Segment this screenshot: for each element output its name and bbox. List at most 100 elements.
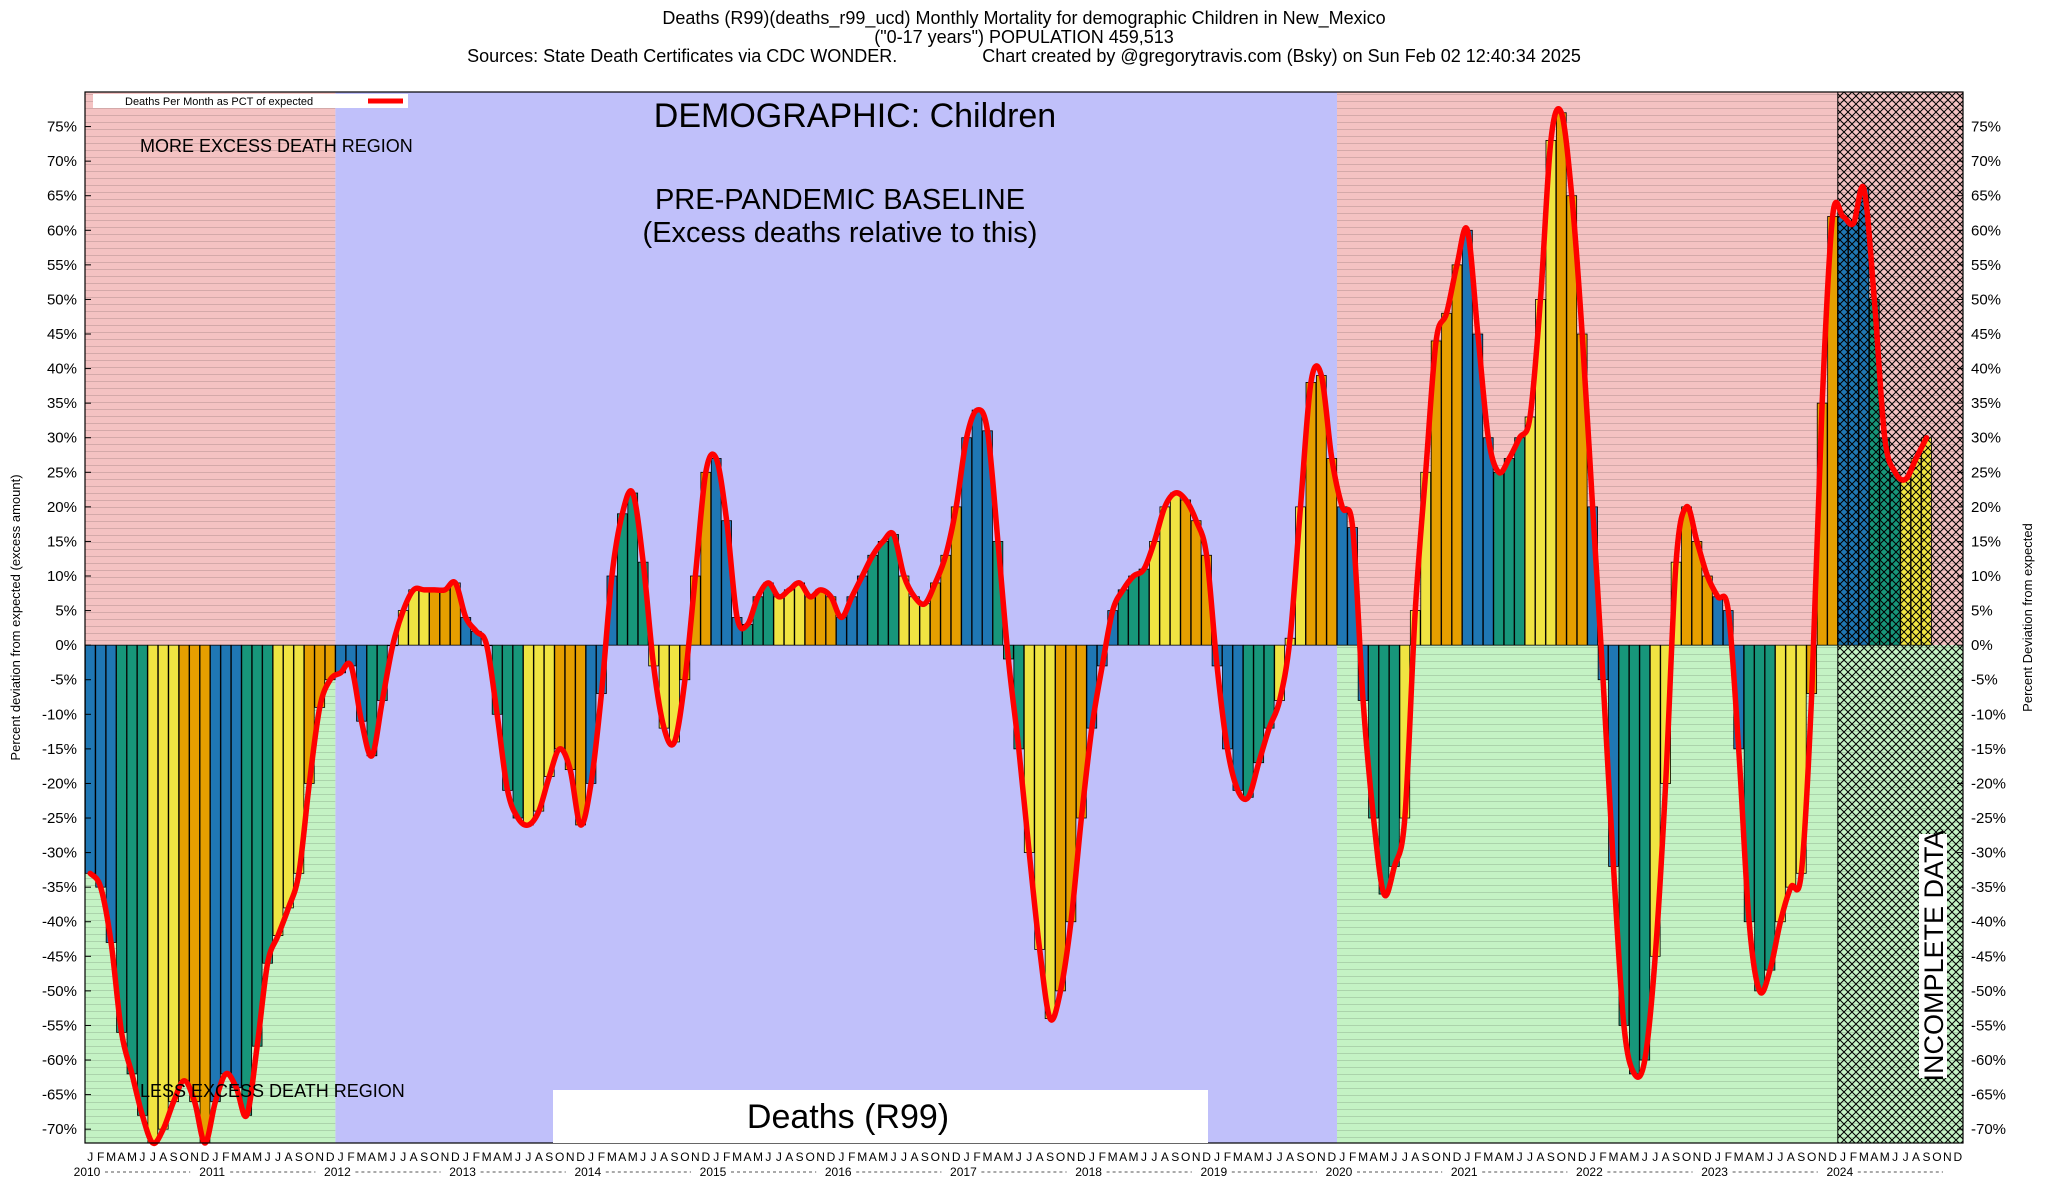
bar-43 bbox=[533, 644, 545, 812]
x-month-label: M bbox=[1859, 1150, 1869, 1164]
y-tick-label-left: -35% bbox=[42, 879, 77, 896]
y-tick-label-right: -10% bbox=[1971, 706, 2006, 723]
x-month-label: A bbox=[243, 1150, 251, 1164]
x-month-label: N bbox=[1067, 1150, 1076, 1164]
x-month-label: A bbox=[410, 1150, 418, 1164]
y-tick-label-left: -20% bbox=[42, 775, 77, 792]
x-month-label: N bbox=[566, 1150, 575, 1164]
x-month-label: S bbox=[170, 1150, 178, 1164]
bar-111 bbox=[1243, 644, 1254, 798]
x-month-label: J bbox=[150, 1150, 156, 1164]
x-month-label: A bbox=[1787, 1150, 1795, 1164]
x-month-label: A bbox=[869, 1150, 877, 1164]
x-month-label: D bbox=[1202, 1150, 1211, 1164]
y-tick-label-right: 30% bbox=[1971, 430, 2001, 447]
x-month-label: O bbox=[305, 1150, 314, 1164]
legend-box bbox=[93, 94, 408, 108]
x-month-label: F bbox=[1224, 1150, 1231, 1164]
x-month-label: J bbox=[400, 1150, 406, 1164]
x-month-label: S bbox=[1296, 1150, 1304, 1164]
x-month-label: J bbox=[588, 1150, 594, 1164]
y-tick-label-left: -45% bbox=[42, 948, 77, 965]
x-month-label: J bbox=[1517, 1150, 1523, 1164]
bar-4 bbox=[126, 644, 138, 1075]
y-tick-label-left: -70% bbox=[42, 1121, 77, 1138]
x-month-label: J bbox=[265, 1150, 271, 1164]
x-month-label: M bbox=[1254, 1150, 1264, 1164]
x-month-label: O bbox=[555, 1150, 564, 1164]
x-month-label: M bbox=[1108, 1150, 1118, 1164]
x-month-label: F bbox=[1725, 1150, 1732, 1164]
bar-153 bbox=[1681, 506, 1692, 646]
x-month-label: D bbox=[952, 1150, 961, 1164]
bar-162 bbox=[1775, 644, 1786, 923]
y-tick-label-right: -55% bbox=[1971, 1017, 2006, 1034]
x-month-label: A bbox=[1662, 1150, 1670, 1164]
x-year-label: 2020 bbox=[1326, 1165, 1353, 1179]
y-tick-label-left: -10% bbox=[42, 706, 77, 723]
baseline-label-1: PRE-PANDEMIC BASELINE bbox=[655, 184, 1025, 216]
series-name-label: Deaths (R99) bbox=[747, 1098, 949, 1136]
y-tick-label-right: -70% bbox=[1971, 1121, 2006, 1138]
x-month-label: J bbox=[1266, 1150, 1272, 1164]
x-month-label: A bbox=[1244, 1150, 1252, 1164]
bar-14 bbox=[230, 644, 242, 1089]
bar-101 bbox=[1138, 568, 1150, 646]
x-month-label: J bbox=[212, 1150, 218, 1164]
bar-12 bbox=[210, 644, 221, 1102]
bar-15 bbox=[241, 644, 253, 1116]
x-month-label: J bbox=[525, 1150, 531, 1164]
x-month-label: O bbox=[179, 1150, 188, 1164]
x-month-label: D bbox=[1703, 1150, 1712, 1164]
x-month-label: A bbox=[1870, 1150, 1878, 1164]
x-month-label: S bbox=[1922, 1150, 1930, 1164]
x-year-label: 2022 bbox=[1576, 1165, 1603, 1179]
x-month-label: J bbox=[1903, 1150, 1909, 1164]
y-tick-label-left: 65% bbox=[47, 188, 77, 205]
x-month-label: A bbox=[1411, 1150, 1419, 1164]
x-month-label: O bbox=[1431, 1150, 1440, 1164]
x-month-label: F bbox=[973, 1150, 980, 1164]
x-month-label: F bbox=[723, 1150, 730, 1164]
x-month-label: F bbox=[1599, 1150, 1606, 1164]
y-tick-label-right: 45% bbox=[1971, 326, 2001, 343]
x-month-label: S bbox=[796, 1150, 804, 1164]
x-month-label: D bbox=[201, 1150, 210, 1164]
y-tick-label-left: 25% bbox=[47, 464, 77, 481]
x-month-label: A bbox=[493, 1150, 501, 1164]
x-month-label: J bbox=[1402, 1150, 1408, 1164]
x-month-label: A bbox=[1286, 1150, 1294, 1164]
y-tick-label-right: 55% bbox=[1971, 257, 2001, 274]
x-month-label: S bbox=[295, 1150, 303, 1164]
x-month-label: N bbox=[190, 1150, 199, 1164]
x-month-label: A bbox=[1036, 1150, 1044, 1164]
x-month-label: J bbox=[1214, 1150, 1220, 1164]
x-month-label: A bbox=[618, 1150, 626, 1164]
bar-18 bbox=[272, 644, 284, 936]
bar-76 bbox=[877, 541, 889, 646]
x-year-label: 2017 bbox=[950, 1165, 977, 1179]
y-tick-label-left: -60% bbox=[42, 1052, 77, 1069]
x-month-label: M bbox=[982, 1150, 992, 1164]
x-month-label: J bbox=[651, 1150, 657, 1164]
x-month-label: M bbox=[1608, 1150, 1618, 1164]
x-month-label: A bbox=[1161, 1150, 1169, 1164]
x-month-label: J bbox=[1464, 1150, 1470, 1164]
y-tick-label-right: -45% bbox=[1971, 948, 2006, 965]
bar-7 bbox=[157, 644, 169, 1130]
x-month-label: O bbox=[1807, 1150, 1816, 1164]
x-month-label: D bbox=[1453, 1150, 1462, 1164]
x-month-label: S bbox=[1046, 1150, 1054, 1164]
x-month-label: A bbox=[368, 1150, 376, 1164]
bar-42 bbox=[523, 644, 534, 826]
x-month-label: N bbox=[1442, 1150, 1451, 1164]
bar-70 bbox=[815, 589, 826, 646]
x-month-label: N bbox=[1317, 1150, 1326, 1164]
bar-2 bbox=[105, 644, 117, 943]
x-month-label: F bbox=[222, 1150, 229, 1164]
y-tick-label-left: -40% bbox=[42, 914, 77, 931]
bar-67 bbox=[783, 589, 795, 646]
bar-34 bbox=[439, 589, 451, 646]
bar-16 bbox=[251, 644, 263, 1047]
y-tick-label-left: 50% bbox=[47, 291, 77, 308]
